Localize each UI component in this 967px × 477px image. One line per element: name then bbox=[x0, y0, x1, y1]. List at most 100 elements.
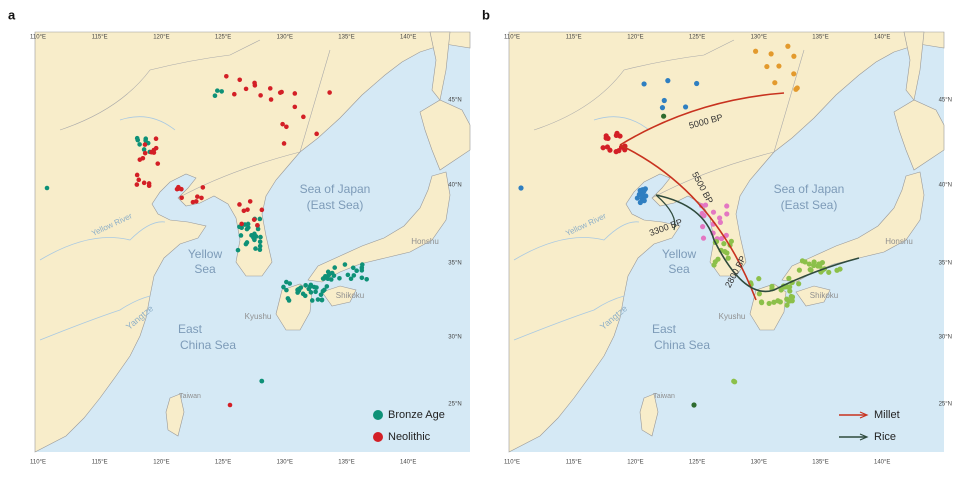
site-marker bbox=[215, 88, 220, 93]
site-marker bbox=[212, 93, 218, 98]
longitude-label: 120°E bbox=[153, 35, 169, 41]
site-marker bbox=[301, 114, 306, 120]
site-marker bbox=[604, 144, 610, 150]
site-marker bbox=[796, 281, 802, 287]
site-marker bbox=[702, 202, 709, 208]
site-marker bbox=[342, 262, 348, 267]
site-marker bbox=[244, 240, 250, 245]
site-marker bbox=[219, 89, 224, 94]
longitude-label: 140°E bbox=[400, 460, 416, 466]
latitude-label: 30°N bbox=[939, 335, 952, 341]
longitude-label: 115°E bbox=[92, 35, 108, 41]
place-name: Shikoku bbox=[336, 291, 364, 300]
place-name: Yellow bbox=[662, 247, 697, 261]
site-marker bbox=[332, 265, 338, 270]
site-marker bbox=[359, 262, 365, 267]
site-marker bbox=[359, 275, 365, 281]
site-marker bbox=[700, 235, 707, 241]
site-marker bbox=[600, 145, 606, 151]
hokkaido bbox=[419, 99, 471, 171]
longitude-label: 130°E bbox=[751, 460, 767, 466]
longitude-label: 120°E bbox=[627, 460, 643, 466]
site-marker bbox=[324, 284, 330, 289]
site-marker bbox=[806, 261, 812, 267]
site-marker bbox=[834, 267, 840, 273]
site-marker bbox=[616, 148, 622, 154]
site-marker bbox=[351, 273, 357, 278]
site-marker bbox=[257, 239, 263, 245]
place-name: Kyushu bbox=[719, 312, 746, 321]
legend-arrowhead bbox=[859, 433, 869, 441]
panel-label: b bbox=[482, 7, 490, 22]
land bbox=[34, 31, 471, 453]
panel-label: a bbox=[8, 7, 16, 22]
legend-label: Millet bbox=[874, 409, 900, 421]
place-name: (East Sea) bbox=[307, 198, 364, 212]
site-marker bbox=[258, 234, 263, 240]
legend-label: Rice bbox=[874, 431, 896, 443]
site-marker bbox=[665, 78, 671, 84]
legend-label: Bronze Age bbox=[388, 409, 445, 421]
site-marker bbox=[227, 402, 233, 408]
site-marker bbox=[259, 378, 264, 384]
site-marker bbox=[255, 226, 261, 232]
site-marker bbox=[715, 256, 721, 262]
site-marker bbox=[134, 182, 140, 187]
shikoku bbox=[795, 285, 831, 307]
site-marker bbox=[710, 209, 717, 215]
site-marker bbox=[153, 136, 159, 142]
site-marker bbox=[711, 262, 717, 268]
longitude-label: 135°E bbox=[812, 35, 828, 41]
place-name: Kyushu bbox=[245, 312, 272, 321]
site-marker bbox=[772, 80, 778, 86]
site-marker bbox=[826, 269, 832, 275]
longitude-label: 115°E bbox=[566, 460, 582, 466]
site-marker bbox=[253, 246, 258, 251]
site-marker bbox=[701, 213, 707, 219]
site-marker bbox=[759, 300, 765, 306]
legend-marker bbox=[373, 432, 383, 442]
honshu bbox=[307, 171, 451, 283]
legend-label: Neolithic bbox=[388, 431, 431, 443]
site-marker bbox=[723, 232, 729, 238]
site-marker bbox=[724, 203, 730, 209]
place-name: Honshu bbox=[411, 237, 439, 246]
site-marker bbox=[359, 268, 365, 273]
site-marker bbox=[791, 53, 797, 59]
latitude-label: 25°N bbox=[448, 402, 461, 408]
longitude-label: 140°E bbox=[874, 460, 890, 466]
place-name: Sea bbox=[668, 262, 690, 276]
site-marker bbox=[295, 287, 300, 293]
place-name: Sea of Japan bbox=[300, 182, 371, 196]
site-marker bbox=[238, 233, 244, 238]
site-marker bbox=[257, 216, 263, 222]
place-name: (East Sea) bbox=[781, 198, 838, 212]
latitude-label: 35°N bbox=[448, 261, 461, 267]
site-marker bbox=[313, 289, 318, 295]
longitude-label: 125°E bbox=[215, 35, 231, 41]
site-marker bbox=[605, 135, 611, 141]
longitude-label: 125°E bbox=[689, 460, 705, 466]
site-marker bbox=[717, 215, 723, 221]
site-marker bbox=[281, 141, 287, 146]
site-marker bbox=[284, 287, 289, 293]
site-marker bbox=[151, 147, 157, 153]
site-marker bbox=[255, 222, 260, 228]
site-marker bbox=[292, 91, 298, 96]
site-marker bbox=[789, 298, 795, 304]
shikoku bbox=[321, 285, 357, 307]
site-marker bbox=[279, 89, 284, 95]
site-marker bbox=[137, 157, 143, 162]
site-marker bbox=[249, 233, 254, 238]
site-marker bbox=[791, 71, 797, 77]
site-marker bbox=[247, 199, 253, 204]
place-name: Taiwan bbox=[179, 393, 201, 400]
site-marker bbox=[641, 81, 647, 87]
latitude-label: 30°N bbox=[448, 335, 461, 341]
site-marker bbox=[284, 279, 289, 285]
site-marker bbox=[756, 276, 762, 282]
site-marker bbox=[636, 191, 642, 198]
site-marker bbox=[322, 287, 327, 293]
longitude-label: 135°E bbox=[812, 460, 828, 466]
